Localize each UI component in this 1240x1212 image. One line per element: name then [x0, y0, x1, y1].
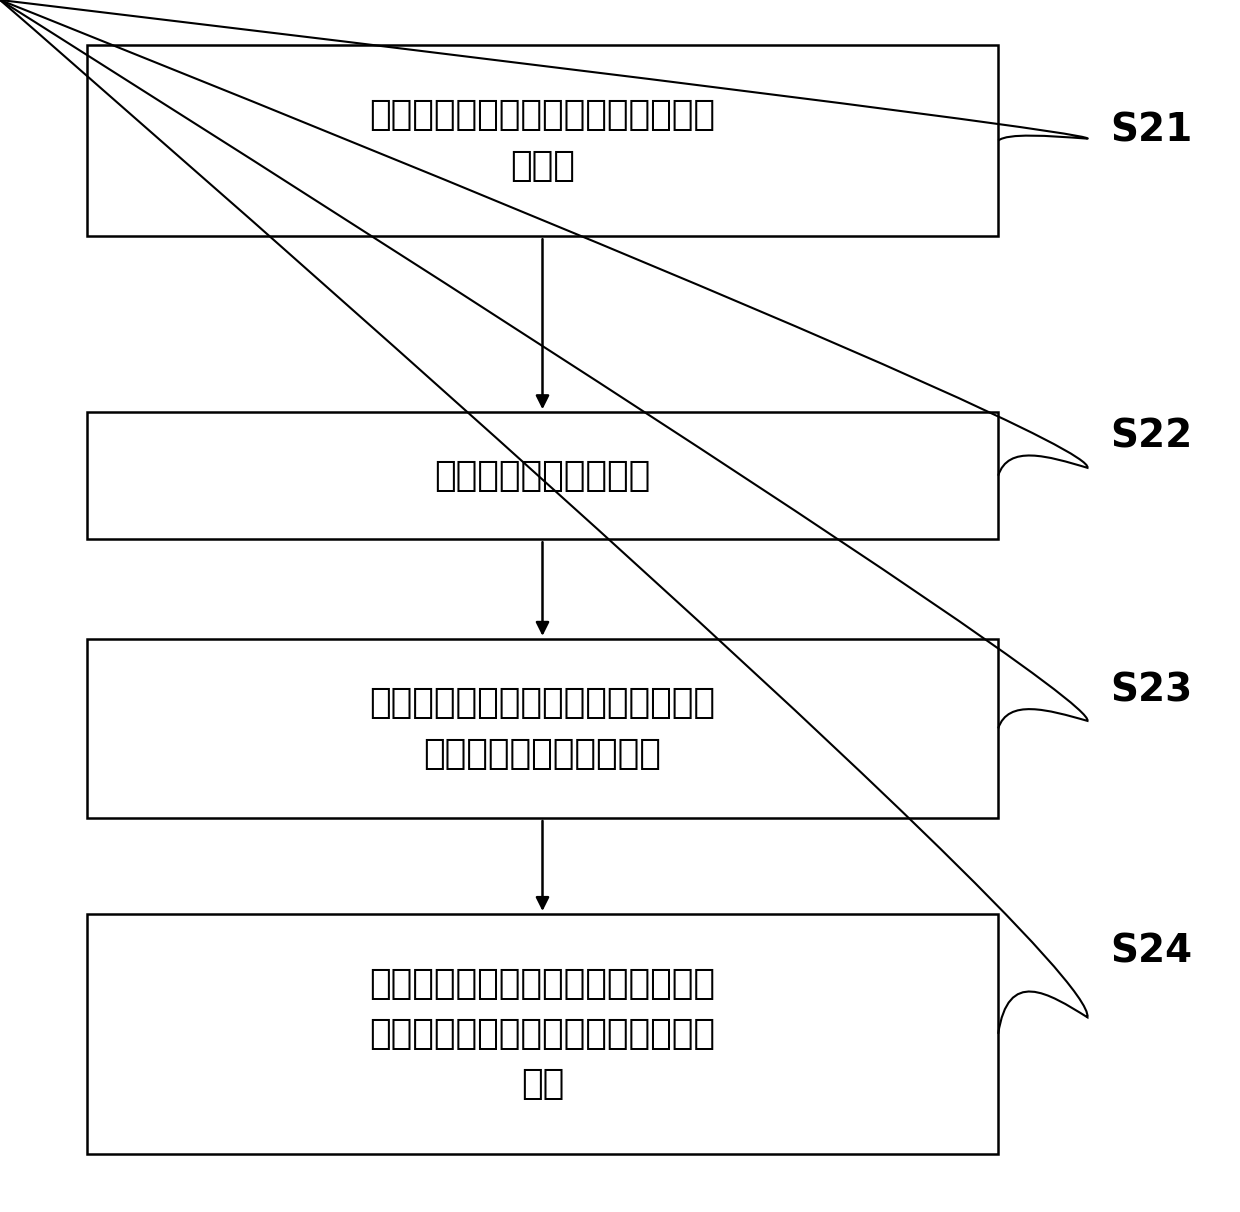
- Text: S22: S22: [1110, 417, 1192, 456]
- Text: S23: S23: [1110, 671, 1192, 710]
- Text: 根据所述地震数据获取目标区中页岩
气储层的埋深和分布范围: 根据所述地震数据获取目标区中页岩 气储层的埋深和分布范围: [370, 686, 715, 771]
- Text: S21: S21: [1110, 112, 1192, 150]
- FancyBboxPatch shape: [87, 412, 998, 539]
- FancyBboxPatch shape: [87, 639, 998, 818]
- FancyBboxPatch shape: [87, 914, 998, 1154]
- Text: S24: S24: [1110, 932, 1192, 971]
- Text: 采集目标区的地震数据: 采集目标区的地震数据: [434, 458, 651, 493]
- Text: 利用广域电磁法获取所述目标区的视
电阻率: 利用广域电磁法获取所述目标区的视 电阻率: [370, 98, 715, 183]
- FancyBboxPatch shape: [87, 45, 998, 236]
- Text: 根据所述目标区中页岩气储层的埋深
和分布范围对所述视电阻率进行约束
反演: 根据所述目标区中页岩气储层的埋深 和分布范围对所述视电阻率进行约束 反演: [370, 967, 715, 1100]
